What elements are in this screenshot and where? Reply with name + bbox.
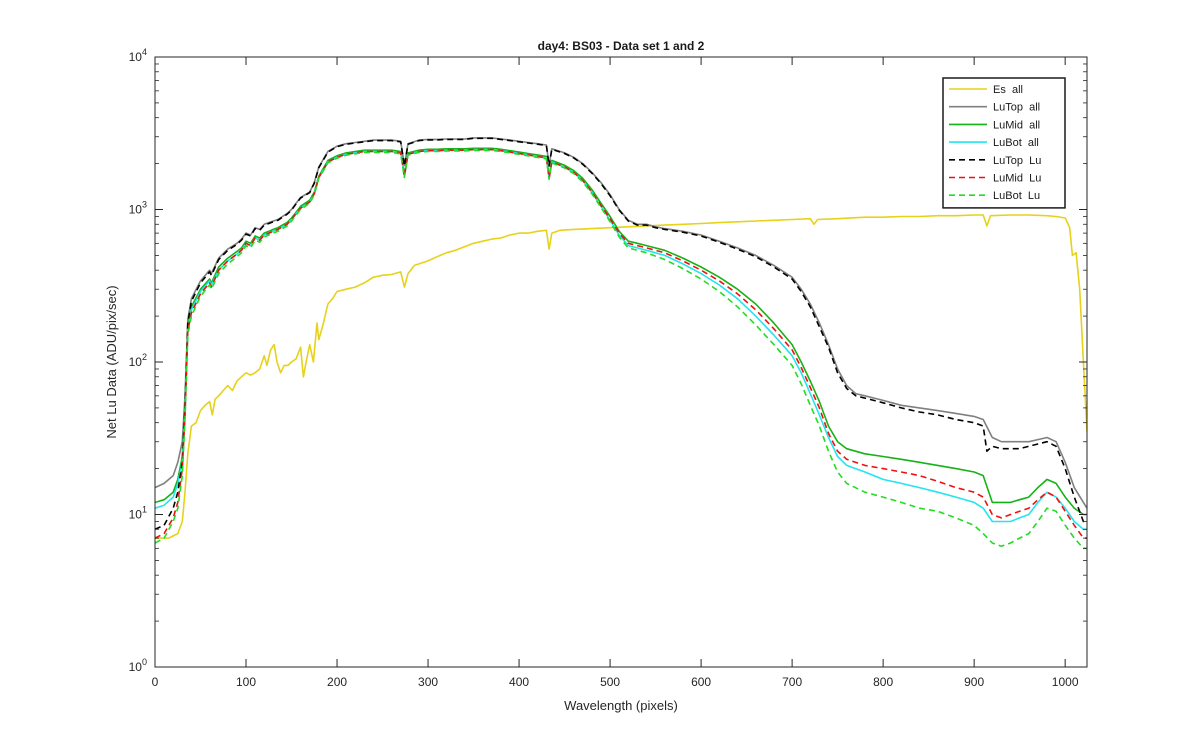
legend-label: LuMid all bbox=[993, 119, 1040, 131]
y-tick-label: 101 bbox=[129, 505, 147, 522]
x-tick-label: 700 bbox=[782, 675, 802, 689]
x-tick-label: 100 bbox=[236, 675, 256, 689]
y-axis-label: Net Lu Data (ADU/pix/sec) bbox=[104, 285, 119, 438]
x-tick-label: 1000 bbox=[1052, 675, 1079, 689]
legend-label: LuBot all bbox=[993, 137, 1039, 149]
legend-label: LuMid Lu bbox=[993, 173, 1041, 185]
series-line-lubot-lu bbox=[155, 149, 1087, 550]
x-tick-label: 200 bbox=[327, 675, 347, 689]
axes-box bbox=[154, 56, 1088, 668]
x-tick-label: 500 bbox=[600, 675, 620, 689]
series-line-lutop-all bbox=[155, 137, 1087, 509]
legend: Es all LuTop all LuMid all LuBot all LuTop L… bbox=[942, 77, 1066, 209]
series-line-lumid-all bbox=[155, 147, 1087, 516]
y-tick-label: 104 bbox=[129, 47, 147, 64]
plot-area bbox=[155, 57, 1087, 667]
x-tick-label: 600 bbox=[691, 675, 711, 689]
x-tick-label: 400 bbox=[509, 675, 529, 689]
legend-label: LuBot Lu bbox=[993, 190, 1040, 202]
plot-background bbox=[155, 57, 1087, 667]
y-tick-label: 102 bbox=[129, 352, 147, 369]
series-line-lutop-lu bbox=[155, 137, 1087, 531]
axes-layer: 0 100 200 300 400 500 600 700 800 900 1000 100 101 10… bbox=[129, 47, 1088, 689]
x-tick-label: 300 bbox=[418, 675, 438, 689]
y-tick-label: 103 bbox=[129, 200, 147, 217]
x-tick-label: 0 bbox=[152, 675, 159, 689]
x-axis-label: Wavelength (pixels) bbox=[564, 698, 678, 713]
y-tick-label: 100 bbox=[129, 657, 147, 674]
chart-title: day4: BS03 - Data set 1 and 2 bbox=[538, 39, 705, 53]
x-tick-label: 900 bbox=[964, 675, 984, 689]
legend-label: LuTop all bbox=[993, 102, 1040, 114]
series-layer bbox=[155, 137, 1087, 550]
legend-label: Es all bbox=[993, 84, 1023, 96]
x-tick-label: 800 bbox=[873, 675, 893, 689]
legend-box bbox=[942, 77, 1066, 209]
series-line-es-all bbox=[155, 214, 1087, 539]
legend-label: LuTop Lu bbox=[993, 155, 1041, 167]
